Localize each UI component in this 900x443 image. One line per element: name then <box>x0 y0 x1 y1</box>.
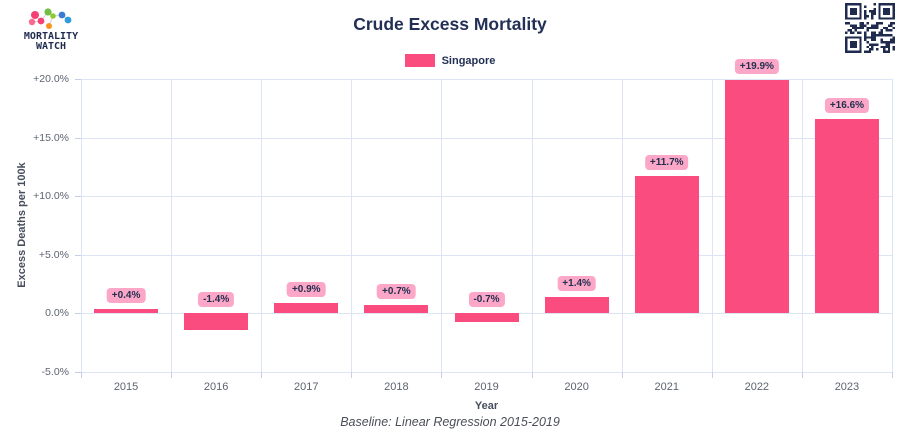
x-tick-label: 2017 <box>294 381 319 393</box>
x-tick-label: 2020 <box>564 381 589 393</box>
bar-value-label: -0.7% <box>468 292 505 308</box>
x-tick-label: 2016 <box>203 381 229 393</box>
x-tick-label: 2022 <box>744 381 770 393</box>
bar-value-label: -1.4% <box>198 292 235 308</box>
x-tick-mark <box>621 372 623 378</box>
chart-title: Crude Excess Mortality <box>353 14 547 34</box>
x-tick-label: 2018 <box>384 381 409 393</box>
x-tick-mark <box>892 372 893 378</box>
bar-2016[interactable] <box>184 313 249 330</box>
baseline-note: Baseline: Linear Regression 2015-2019 <box>340 415 560 429</box>
brand-name-line1: MORTALITY <box>23 31 79 42</box>
y-tick-label: +15.0% <box>33 131 69 144</box>
bar-value-label: +0.7% <box>377 284 416 300</box>
brand-logo[interactable]: MORTALITY WATCH <box>8 6 94 52</box>
x-tick-label: 2023 <box>834 381 860 393</box>
y-tick-label: 0.0% <box>45 307 69 320</box>
v-gridline <box>81 79 82 372</box>
bar-2021[interactable] <box>634 176 699 314</box>
bar-2020[interactable] <box>544 296 609 314</box>
h-gridline <box>81 79 892 80</box>
bar-value-label: +11.7% <box>644 155 689 171</box>
bar-2019[interactable] <box>454 313 519 322</box>
qr-code[interactable] <box>844 3 896 53</box>
legend-swatch-singapore[interactable] <box>404 54 435 67</box>
x-tick-label: 2021 <box>654 381 679 393</box>
y-tick-label: -5.0% <box>41 366 69 378</box>
y-tick-label: +5.0% <box>38 248 69 261</box>
h-gridline <box>81 137 892 139</box>
y-tick-label: +20.0% <box>33 73 69 85</box>
x-tick-mark <box>711 372 713 378</box>
v-gridline <box>351 79 353 372</box>
x-tick-label: 2019 <box>474 381 499 393</box>
y-tick-mark <box>75 79 81 80</box>
y-tick-mark <box>75 196 81 198</box>
h-gridline <box>81 372 892 373</box>
x-axis-title: Year <box>474 400 499 412</box>
bar-value-label: +1.4% <box>557 275 596 291</box>
v-gridline <box>801 79 803 372</box>
h-gridline <box>81 254 892 256</box>
bar-2022[interactable] <box>724 80 789 314</box>
x-tick-mark <box>441 372 443 378</box>
bar-value-label: +0.9% <box>286 281 326 297</box>
x-tick-mark <box>801 372 803 378</box>
v-gridline <box>171 79 173 372</box>
bar-2018[interactable] <box>364 305 429 314</box>
x-tick-mark <box>81 372 82 378</box>
x-tick-label: 2015 <box>113 381 139 393</box>
x-tick-mark <box>531 372 533 378</box>
y-axis-title: Excess Deaths per 100k <box>16 162 28 288</box>
molecule-network-icon <box>28 8 72 29</box>
v-gridline <box>531 79 533 372</box>
legend-label-singapore[interactable]: Singapore <box>441 54 496 67</box>
v-gridline <box>892 79 893 372</box>
x-tick-mark <box>171 372 173 378</box>
bar-value-label: +16.6% <box>824 97 870 113</box>
legend: Singapore <box>0 54 900 67</box>
bar-2017[interactable] <box>274 302 339 314</box>
y-tick-mark <box>75 372 81 373</box>
v-gridline <box>711 79 713 372</box>
bar-2015[interactable] <box>94 308 159 314</box>
bar-value-label: +19.9% <box>734 59 779 75</box>
y-tick-mark <box>75 254 81 256</box>
v-gridline <box>261 79 263 372</box>
y-tick-label: +10.0% <box>33 190 69 203</box>
y-tick-mark <box>75 137 81 139</box>
v-gridline <box>441 79 443 372</box>
y-tick-mark <box>75 313 81 315</box>
bar-2023[interactable] <box>814 118 879 314</box>
x-tick-mark <box>351 372 353 378</box>
h-gridline <box>81 196 892 198</box>
v-gridline <box>621 79 623 372</box>
bar-value-label: +0.4% <box>106 287 146 303</box>
x-tick-mark <box>261 372 263 378</box>
plot-area: +0.4% -1.4% +0.9% +0.7% -0.7% +1.4% +11.7% +19.… <box>81 59 893 373</box>
brand-name-line2: WATCH <box>35 41 67 52</box>
